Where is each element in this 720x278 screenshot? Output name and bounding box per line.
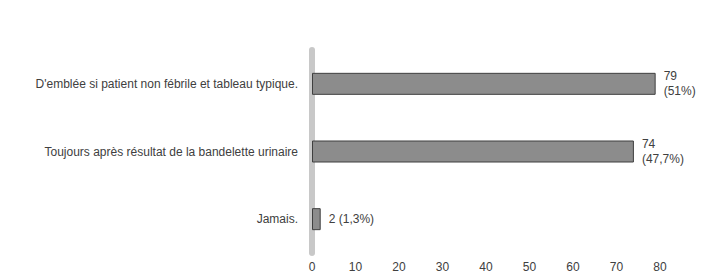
svg-text:40: 40 (479, 260, 493, 274)
svg-text:(51%): (51%) (664, 84, 696, 98)
svg-text:(47,7%): (47,7%) (642, 152, 684, 166)
svg-text:79: 79 (664, 69, 678, 83)
svg-text:2 (1,3%): 2 (1,3%) (329, 212, 374, 226)
svg-text:50: 50 (523, 260, 537, 274)
svg-text:20: 20 (392, 260, 406, 274)
svg-text:70: 70 (610, 260, 624, 274)
svg-text:Toujours après résultat de la: Toujours après résultat de la bandelette… (45, 145, 299, 159)
svg-text:0: 0 (309, 260, 316, 274)
svg-text:D'emblée si patient non fébril: D'emblée si patient non fébrile et table… (36, 77, 298, 91)
svg-text:Jamais.: Jamais. (257, 212, 298, 226)
svg-text:74: 74 (642, 137, 656, 151)
svg-text:80: 80 (653, 260, 667, 274)
svg-text:30: 30 (436, 260, 450, 274)
svg-text:10: 10 (349, 260, 363, 274)
svg-text:60: 60 (566, 260, 580, 274)
